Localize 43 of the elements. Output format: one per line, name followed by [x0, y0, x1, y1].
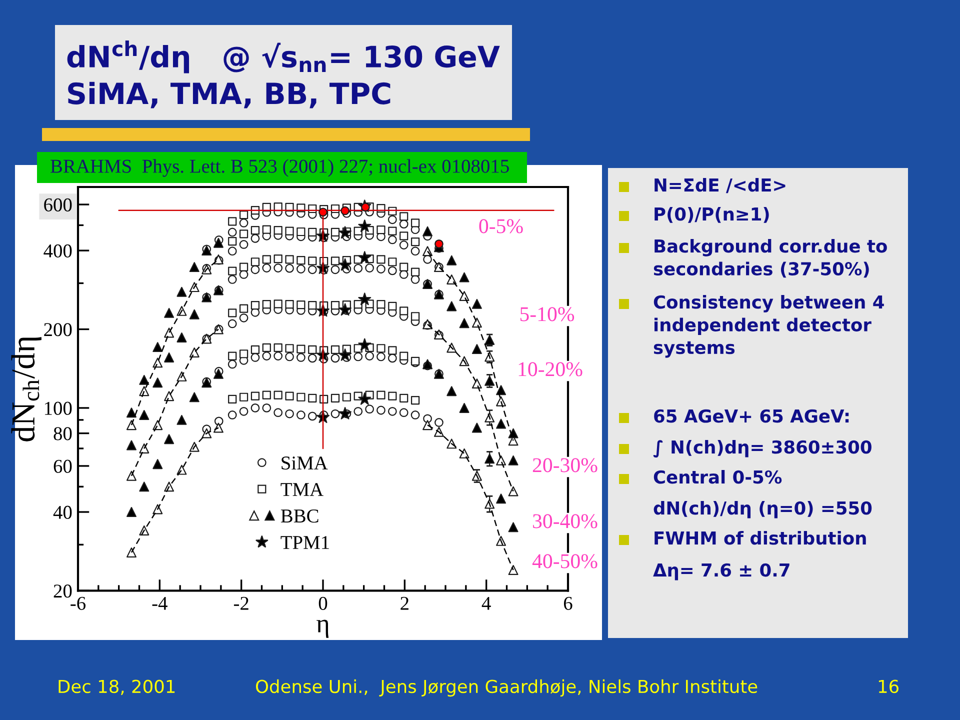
y-tick-label: 60 — [54, 460, 72, 473]
y-axis-title: dN$_{ch}$/dη — [11, 337, 42, 442]
x-tick-label: 2 — [400, 596, 408, 610]
y-tick-label: 20 — [54, 584, 72, 598]
text: 65 AGeV+ 65 AGeV: — [654, 409, 849, 423]
x-tick-label: -6 — [70, 596, 86, 610]
x-tick-label: 0 — [318, 596, 328, 610]
text: Central 0-5% — [654, 470, 782, 484]
text: P(0)/P(n≥1) — [654, 207, 769, 223]
text: Consistency between 4 independent detector systems — [654, 295, 884, 358]
legend-label: SiMA — [282, 456, 328, 470]
x-tick-label: 4 — [482, 596, 491, 610]
y-tick-label: 100 — [44, 402, 72, 415]
annotation: 0-5% — [479, 219, 523, 234]
legend-label: BBC — [280, 510, 318, 523]
annotation: 30-40% — [533, 514, 598, 528]
annotation: 10-20% — [518, 362, 582, 376]
y-tick-label: 80 — [54, 427, 72, 440]
text: dN(ch)/dη (η=0) =550 — [654, 501, 872, 518]
text: Background corr.due to secondaries (37-50%) — [654, 239, 887, 278]
text: N=ΣdE /<dE> — [654, 178, 786, 194]
text: FWHM of distribution — [654, 531, 866, 545]
legend-label: TMA — [280, 483, 324, 496]
x-tick-label: -4 — [152, 596, 168, 610]
annotation: 5-10% — [520, 307, 574, 322]
text: Dec 18, 2001 — [58, 680, 175, 695]
legend-label: TPM1 — [280, 536, 329, 549]
text: Odense Uni., Jens Jørgen Gaardhøje, Niels Bohr Institute — [256, 679, 758, 697]
chart-title: dN$^{ch}$/dη @ √s$_{nn}$= 130 GeV — [67, 40, 500, 74]
annotation: 20-30% — [532, 458, 598, 472]
y-tick-label: 400 — [44, 244, 72, 258]
y-tick-label: 600 — [44, 198, 72, 212]
text: ∫ N(ch)dη= 3860±300 — [653, 440, 872, 458]
y-tick-label: 40 — [53, 506, 72, 519]
text: Δη= 7.6 ± 0.7 — [653, 563, 790, 580]
chart-subtitle: SiMA, TMA, BB, TPC — [68, 82, 390, 108]
text: 16 — [878, 680, 898, 694]
annotation: 40-50% — [532, 554, 598, 568]
x-axis-title: η — [316, 620, 329, 638]
x-tick-label: -2 — [234, 596, 248, 610]
y-tick-label: 200 — [44, 323, 72, 336]
text: BRAHMS Phys. Lett. B 523 (2001) 227; nucl-ex 0108015 — [50, 159, 509, 177]
x-tick-label: 6 — [564, 596, 572, 610]
